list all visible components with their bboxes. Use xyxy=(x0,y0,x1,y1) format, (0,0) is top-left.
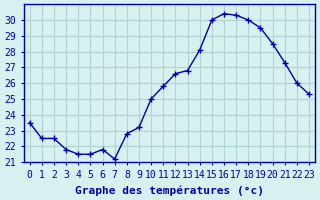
X-axis label: Graphe des températures (°c): Graphe des températures (°c) xyxy=(75,185,264,196)
